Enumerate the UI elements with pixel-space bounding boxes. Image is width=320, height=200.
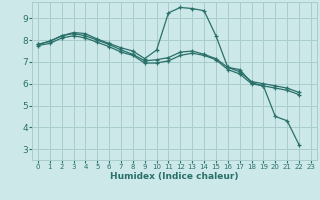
X-axis label: Humidex (Indice chaleur): Humidex (Indice chaleur) <box>110 172 239 181</box>
